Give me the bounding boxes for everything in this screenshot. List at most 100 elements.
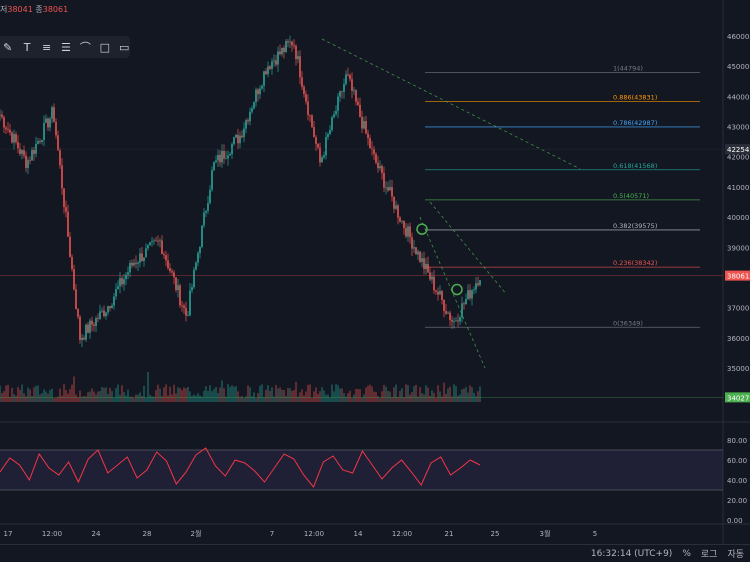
candle-body xyxy=(13,134,15,143)
candle-body xyxy=(105,312,107,317)
volume-bar xyxy=(451,396,453,402)
volume-bar xyxy=(379,397,381,402)
candle-body xyxy=(221,150,223,163)
candle-body xyxy=(419,251,421,262)
volume-bar xyxy=(3,391,5,402)
candle-body xyxy=(197,253,199,263)
candle-body xyxy=(397,205,399,218)
candle-body xyxy=(117,286,119,290)
volume-bar xyxy=(151,396,153,402)
volume-bar xyxy=(173,384,175,402)
candle-body xyxy=(263,71,265,86)
candle-body xyxy=(107,306,109,313)
volume-bar xyxy=(259,385,261,402)
volume-bar xyxy=(7,384,9,402)
volume-bar xyxy=(99,391,101,402)
candle-body xyxy=(15,134,17,143)
candle-body xyxy=(353,90,355,92)
candle-body xyxy=(7,129,9,131)
volume-bar xyxy=(27,387,29,402)
candle-body xyxy=(113,296,115,306)
candle-body xyxy=(289,41,291,43)
candle-body xyxy=(109,306,111,309)
candle-body xyxy=(417,251,419,255)
candle-body xyxy=(207,203,209,211)
candle-body xyxy=(183,305,185,308)
candle-body xyxy=(333,114,335,118)
volume-bar xyxy=(19,389,21,402)
volume-bar xyxy=(179,388,181,402)
candle-body xyxy=(53,107,55,122)
volume-bar xyxy=(159,388,161,402)
text-tool-icon[interactable]: T xyxy=(23,40,31,54)
volume-bar xyxy=(29,389,31,402)
candle-body xyxy=(337,96,339,111)
candle-body xyxy=(31,149,33,161)
volume-bar xyxy=(77,397,79,402)
volume-bar xyxy=(301,389,303,402)
rsi-tick-label: 60.00 xyxy=(727,457,747,465)
volume-bar xyxy=(225,396,227,402)
volume-bar xyxy=(107,394,109,402)
volume-bar xyxy=(129,396,131,402)
volume-bar xyxy=(319,391,321,402)
log-toggle[interactable]: 로그 xyxy=(700,550,718,560)
candle-body xyxy=(21,150,23,154)
candle-body xyxy=(357,101,359,105)
candle-body xyxy=(387,187,389,191)
volume-bar xyxy=(337,385,339,402)
volume-bar xyxy=(61,395,63,402)
fib-retracement-icon[interactable]: ≡ xyxy=(41,40,52,54)
candle-body xyxy=(81,337,83,341)
candle-body xyxy=(33,149,35,154)
candle-body xyxy=(147,245,149,249)
candle-body xyxy=(369,138,371,149)
volume-bar xyxy=(477,391,479,402)
candle-body xyxy=(331,117,333,130)
candle-body xyxy=(17,142,19,149)
candle-body xyxy=(37,141,39,144)
percent-toggle[interactable]: % xyxy=(682,548,691,559)
volume-bar xyxy=(203,390,205,402)
candle-body xyxy=(431,276,433,280)
volume-bar xyxy=(163,387,165,402)
candle-body xyxy=(405,228,407,237)
candle-body xyxy=(233,137,235,145)
trendline xyxy=(321,38,581,170)
volume-bar xyxy=(383,384,385,402)
candle-body xyxy=(223,150,225,159)
rectangle-icon[interactable]: □ xyxy=(99,40,111,54)
price-tick-label: 41000 xyxy=(727,184,749,192)
volume-bar xyxy=(287,388,289,402)
volume-bar xyxy=(235,386,237,402)
volume-bar xyxy=(45,391,47,402)
volume-bar xyxy=(125,395,127,402)
candle-body xyxy=(83,337,85,340)
volume-bar xyxy=(361,397,363,402)
candle-body xyxy=(163,254,165,256)
brush-icon[interactable]: ⌒ xyxy=(79,40,91,54)
time-tick-label: 17 xyxy=(4,530,13,538)
candle-body xyxy=(267,66,269,75)
candle-body xyxy=(141,253,143,262)
comment-icon[interactable]: ▭ xyxy=(119,40,130,54)
volume-bar xyxy=(429,395,431,402)
price-tick-label: 36000 xyxy=(727,335,749,343)
auto-toggle[interactable]: 자동 xyxy=(727,550,744,560)
candle-body xyxy=(229,154,231,156)
candle-body xyxy=(295,45,297,60)
volume-bar xyxy=(97,391,99,402)
candle-body xyxy=(407,226,409,237)
pattern-icon[interactable]: ☰ xyxy=(61,40,71,54)
fib-level-label: 0.786(42987) xyxy=(613,119,657,127)
candle-body xyxy=(205,210,207,213)
candle-body xyxy=(469,290,471,299)
rsi-line xyxy=(0,447,481,488)
pencil-icon[interactable]: ✎ xyxy=(3,40,13,54)
volume-bar xyxy=(119,394,121,402)
candle-body xyxy=(385,187,387,189)
candle-body xyxy=(0,114,1,116)
volume-bar xyxy=(187,386,189,402)
candle-body xyxy=(421,258,423,262)
